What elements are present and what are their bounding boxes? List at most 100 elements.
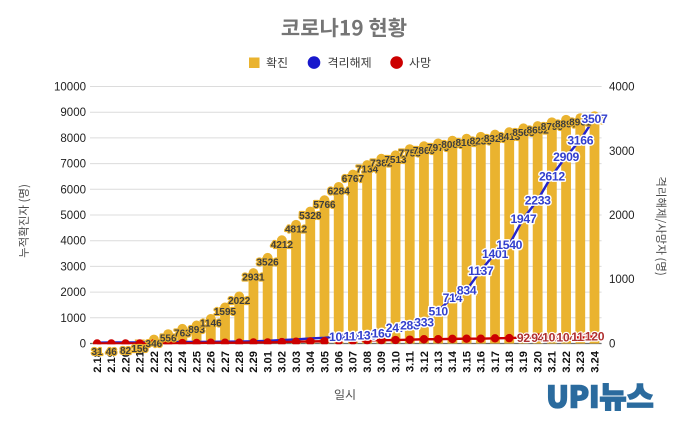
svg-text:9037: 9037 bbox=[583, 116, 606, 127]
svg-text:5000: 5000 bbox=[60, 210, 86, 222]
svg-text:1146: 1146 bbox=[200, 319, 222, 330]
svg-text:4000: 4000 bbox=[609, 82, 635, 94]
svg-text:1595: 1595 bbox=[214, 307, 237, 318]
svg-text:2612: 2612 bbox=[539, 169, 565, 183]
svg-text:3000: 3000 bbox=[60, 261, 86, 273]
svg-text:3.18: 3.18 bbox=[504, 351, 516, 373]
svg-text:3.20: 3.20 bbox=[533, 351, 545, 373]
svg-text:31: 31 bbox=[92, 347, 104, 358]
svg-text:834: 834 bbox=[457, 284, 477, 298]
svg-text:0: 0 bbox=[609, 339, 615, 351]
svg-text:714: 714 bbox=[443, 291, 463, 305]
svg-text:3.05: 3.05 bbox=[319, 351, 331, 373]
svg-text:2.25: 2.25 bbox=[191, 351, 203, 373]
svg-text:3.02: 3.02 bbox=[277, 351, 289, 373]
svg-text:108: 108 bbox=[329, 330, 349, 344]
svg-text:9000: 9000 bbox=[60, 107, 86, 119]
svg-text:7755: 7755 bbox=[399, 149, 422, 160]
svg-text:7869: 7869 bbox=[413, 146, 436, 157]
svg-text:556: 556 bbox=[160, 334, 177, 345]
svg-text:92: 92 bbox=[517, 331, 530, 345]
svg-text:6000: 6000 bbox=[60, 184, 86, 196]
svg-text:2233: 2233 bbox=[525, 194, 551, 208]
svg-text:5328: 5328 bbox=[299, 211, 322, 222]
svg-text:2.20: 2.20 bbox=[120, 351, 132, 373]
svg-text:166: 166 bbox=[372, 326, 392, 340]
svg-text:3.22: 3.22 bbox=[561, 351, 573, 373]
svg-text:346: 346 bbox=[146, 339, 163, 350]
svg-text:120: 120 bbox=[585, 329, 605, 343]
svg-text:2.21: 2.21 bbox=[135, 351, 147, 373]
svg-text:94: 94 bbox=[531, 331, 544, 345]
svg-text:2.27: 2.27 bbox=[220, 351, 232, 373]
svg-text:2022: 2022 bbox=[228, 296, 251, 307]
svg-text:6284: 6284 bbox=[328, 187, 351, 198]
svg-text:3.14: 3.14 bbox=[447, 350, 459, 373]
svg-text:3000: 3000 bbox=[609, 146, 635, 158]
svg-text:1401: 1401 bbox=[482, 247, 508, 261]
svg-text:8961: 8961 bbox=[569, 118, 592, 129]
svg-text:118: 118 bbox=[344, 330, 363, 344]
svg-text:8236: 8236 bbox=[470, 136, 493, 147]
svg-text:2.28: 2.28 bbox=[234, 351, 246, 373]
svg-text:3.03: 3.03 bbox=[291, 351, 303, 373]
svg-text:104: 104 bbox=[556, 330, 576, 344]
svg-text:2.22: 2.22 bbox=[149, 351, 161, 373]
svg-text:3.08: 3.08 bbox=[362, 351, 374, 373]
svg-text:3.10: 3.10 bbox=[390, 351, 402, 373]
svg-text:8897: 8897 bbox=[555, 119, 578, 130]
svg-text:111: 111 bbox=[571, 330, 590, 344]
svg-text:3.11: 3.11 bbox=[405, 351, 417, 372]
svg-text:3.06: 3.06 bbox=[334, 351, 346, 373]
svg-text:3.13: 3.13 bbox=[433, 351, 445, 373]
svg-text:2.26: 2.26 bbox=[206, 351, 218, 373]
svg-text:3.16: 3.16 bbox=[476, 351, 488, 373]
svg-text:1540: 1540 bbox=[496, 238, 522, 252]
svg-text:3.04: 3.04 bbox=[305, 350, 317, 373]
svg-text:8565: 8565 bbox=[512, 128, 535, 139]
svg-text:3166: 3166 bbox=[567, 134, 593, 148]
svg-text:82: 82 bbox=[120, 346, 132, 357]
svg-text:7382: 7382 bbox=[370, 158, 393, 169]
svg-text:3.23: 3.23 bbox=[575, 351, 587, 373]
svg-text:2909: 2909 bbox=[553, 150, 579, 164]
svg-text:3.01: 3.01 bbox=[262, 351, 274, 373]
svg-text:8162: 8162 bbox=[455, 138, 478, 149]
svg-text:8413: 8413 bbox=[498, 132, 521, 143]
svg-text:7513: 7513 bbox=[384, 155, 407, 166]
svg-text:8320: 8320 bbox=[484, 134, 507, 145]
svg-text:8000: 8000 bbox=[60, 133, 86, 145]
svg-text:8799: 8799 bbox=[541, 122, 564, 133]
svg-text:3.12: 3.12 bbox=[419, 351, 431, 373]
svg-text:4000: 4000 bbox=[60, 236, 86, 248]
svg-text:3.09: 3.09 bbox=[376, 351, 388, 373]
svg-text:3526: 3526 bbox=[256, 257, 279, 268]
svg-text:8086: 8086 bbox=[441, 140, 464, 151]
svg-text:2.23: 2.23 bbox=[163, 351, 175, 373]
svg-text:1000: 1000 bbox=[609, 274, 635, 286]
svg-text:2.29: 2.29 bbox=[248, 351, 260, 373]
svg-text:1000: 1000 bbox=[60, 313, 86, 325]
svg-text:333: 333 bbox=[414, 316, 434, 330]
svg-text:10000: 10000 bbox=[54, 82, 86, 94]
svg-text:0: 0 bbox=[80, 339, 86, 351]
svg-text:3.17: 3.17 bbox=[490, 351, 502, 373]
svg-text:3.21: 3.21 bbox=[547, 351, 559, 373]
svg-text:2.24: 2.24 bbox=[177, 350, 189, 373]
svg-text:3.15: 3.15 bbox=[461, 351, 473, 373]
svg-text:3.24: 3.24 bbox=[589, 350, 601, 373]
svg-text:3.19: 3.19 bbox=[518, 351, 530, 373]
svg-text:3.07: 3.07 bbox=[348, 351, 360, 373]
svg-text:6767: 6767 bbox=[342, 174, 365, 185]
svg-text:4812: 4812 bbox=[285, 224, 308, 235]
svg-text:2000: 2000 bbox=[609, 210, 635, 222]
svg-text:4212: 4212 bbox=[271, 240, 294, 251]
svg-text:2.19: 2.19 bbox=[106, 351, 118, 373]
svg-text:8652: 8652 bbox=[527, 126, 550, 137]
svg-text:763: 763 bbox=[174, 328, 191, 339]
svg-text:1137: 1137 bbox=[468, 264, 494, 278]
svg-text:7000: 7000 bbox=[60, 159, 86, 171]
svg-text:102: 102 bbox=[542, 331, 562, 345]
svg-text:7134: 7134 bbox=[356, 165, 379, 176]
svg-text:130: 130 bbox=[357, 329, 377, 343]
